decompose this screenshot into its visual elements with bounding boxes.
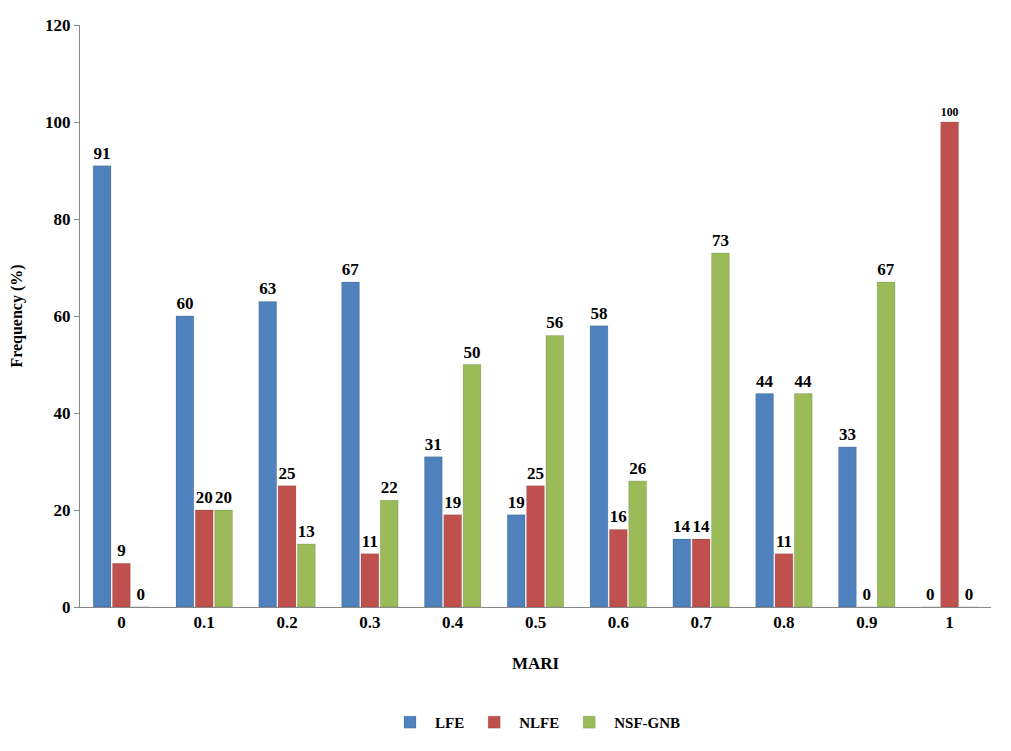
svg-text:MARI: MARI xyxy=(512,654,560,673)
svg-text:LFE: LFE xyxy=(435,715,464,731)
svg-text:9: 9 xyxy=(117,541,126,560)
svg-text:0.7: 0.7 xyxy=(691,613,713,632)
svg-text:14: 14 xyxy=(673,517,691,536)
svg-text:60: 60 xyxy=(176,294,193,313)
svg-text:0: 0 xyxy=(926,585,935,604)
svg-text:25: 25 xyxy=(527,464,544,483)
svg-text:20: 20 xyxy=(196,488,213,507)
svg-text:60: 60 xyxy=(54,307,71,326)
svg-text:20: 20 xyxy=(54,501,71,520)
svg-text:56: 56 xyxy=(546,313,563,332)
svg-text:0.8: 0.8 xyxy=(773,613,794,632)
svg-text:NLFE: NLFE xyxy=(519,715,559,731)
svg-text:20: 20 xyxy=(215,488,232,507)
svg-text:50: 50 xyxy=(464,343,481,362)
svg-text:31: 31 xyxy=(425,435,442,454)
svg-text:120: 120 xyxy=(45,16,71,35)
svg-text:0.5: 0.5 xyxy=(525,613,546,632)
svg-text:11: 11 xyxy=(362,532,378,551)
svg-text:19: 19 xyxy=(508,493,525,512)
svg-text:0.4: 0.4 xyxy=(442,613,464,632)
svg-text:33: 33 xyxy=(839,425,856,444)
svg-text:25: 25 xyxy=(279,464,296,483)
svg-text:14: 14 xyxy=(692,517,710,536)
svg-text:91: 91 xyxy=(94,144,111,163)
svg-text:0: 0 xyxy=(62,598,71,617)
svg-text:0: 0 xyxy=(117,613,126,632)
svg-text:100: 100 xyxy=(45,113,71,132)
svg-text:0.6: 0.6 xyxy=(608,613,629,632)
svg-text:0.2: 0.2 xyxy=(276,613,297,632)
svg-text:80: 80 xyxy=(54,210,71,229)
svg-text:0.1: 0.1 xyxy=(194,613,215,632)
svg-text:1: 1 xyxy=(945,613,954,632)
svg-text:0: 0 xyxy=(965,585,974,604)
svg-text:44: 44 xyxy=(795,372,813,391)
svg-text:11: 11 xyxy=(776,532,792,551)
svg-text:0.3: 0.3 xyxy=(359,613,380,632)
svg-text:26: 26 xyxy=(629,459,646,478)
svg-text:0.9: 0.9 xyxy=(856,613,877,632)
svg-text:40: 40 xyxy=(54,404,71,423)
svg-text:19: 19 xyxy=(444,493,461,512)
svg-text:73: 73 xyxy=(712,231,729,250)
svg-text:0: 0 xyxy=(136,585,145,604)
svg-text:NSF-GNB: NSF-GNB xyxy=(614,715,680,731)
svg-text:58: 58 xyxy=(590,304,607,323)
svg-text:63: 63 xyxy=(259,279,276,298)
svg-text:22: 22 xyxy=(381,478,398,497)
svg-text:67: 67 xyxy=(342,260,360,279)
svg-text:Frequency (%): Frequency (%) xyxy=(8,264,26,367)
svg-text:44: 44 xyxy=(756,372,774,391)
svg-text:16: 16 xyxy=(610,507,627,526)
svg-text:100: 100 xyxy=(941,105,959,119)
svg-text:13: 13 xyxy=(298,522,315,541)
svg-text:67: 67 xyxy=(877,260,895,279)
svg-text:0: 0 xyxy=(863,585,872,604)
